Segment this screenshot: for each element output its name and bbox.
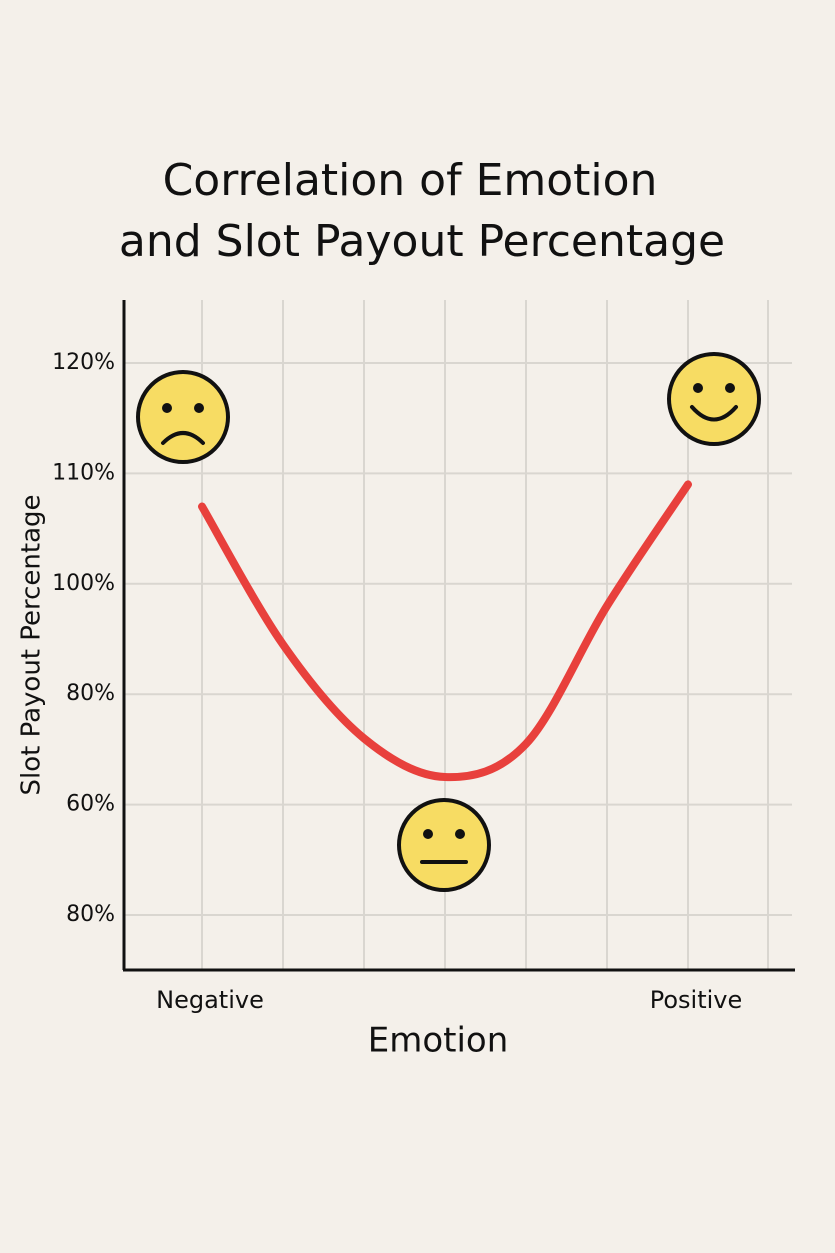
x-axis-title: Emotion — [368, 1021, 509, 1061]
sad-face — [136, 370, 230, 464]
y-tick-label: 60% — [66, 792, 115, 817]
x-tick-label: Negative — [156, 986, 264, 1014]
y-tick-label: 100% — [52, 571, 115, 596]
y-axis-title: Slot Payout Percentage — [17, 494, 47, 795]
happy-face — [667, 352, 761, 446]
neutral-face — [397, 798, 491, 892]
chart-subtitle: and Slot Payout Percentage — [119, 216, 725, 267]
y-tick-label: 120% — [52, 350, 115, 375]
chart-title: Correlation of Emotion — [163, 155, 658, 206]
y-tick-label: 80% — [66, 681, 115, 706]
y-tick-label: 110% — [52, 460, 115, 485]
y-tick-label: 80% — [66, 902, 115, 927]
x-tick-label: Positive — [650, 986, 743, 1014]
line — [198, 480, 692, 782]
plot — [198, 480, 692, 782]
